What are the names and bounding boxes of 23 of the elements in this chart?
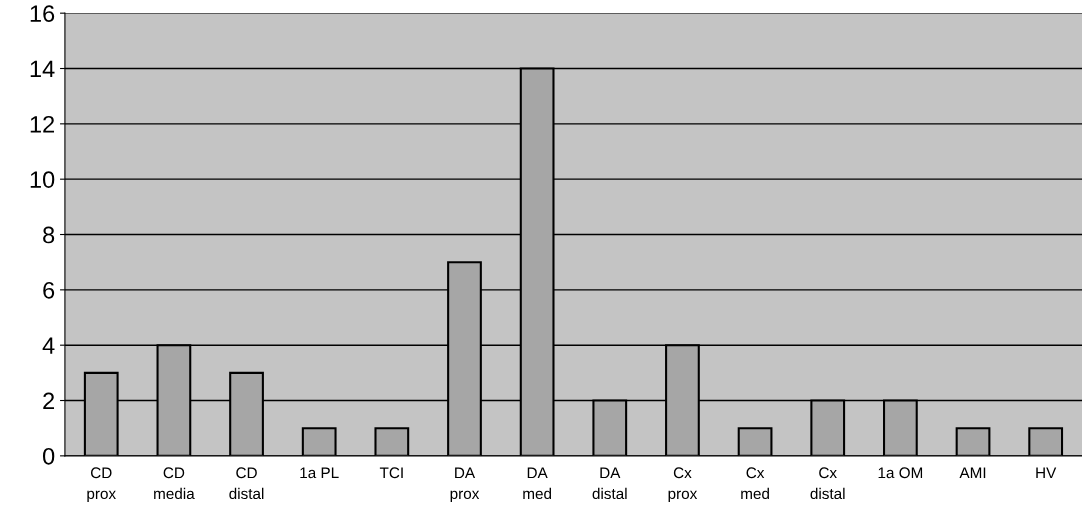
x-tick-label: 1a PL xyxy=(300,467,339,479)
x-tick-label: AMI xyxy=(959,467,986,479)
y-tick-label: 12 xyxy=(30,115,55,133)
y-tick-label: 16 xyxy=(30,5,55,22)
y-tick-label: 8 xyxy=(43,226,55,244)
y-tick-label: 10 xyxy=(30,171,55,188)
x-tick-label: CD media xyxy=(154,467,195,500)
x-tick-label: Cx med xyxy=(741,467,769,500)
x-tick-label: TCI xyxy=(379,467,403,479)
x-tick-label: 1a OM xyxy=(878,467,923,479)
y-tick-label: 14 xyxy=(30,60,55,78)
x-tick-label: DA prox xyxy=(450,467,480,503)
x-tick-label: CD prox xyxy=(87,467,116,503)
x-tick-label: DA med xyxy=(523,467,552,500)
x-tick-label: DA distal xyxy=(592,467,627,500)
x-tick-label: CD distal xyxy=(229,467,264,500)
x-tick-label: HV xyxy=(1036,467,1057,479)
y-tick-label: 2 xyxy=(43,392,55,410)
y-tick-label: 0 xyxy=(42,447,55,465)
y-tick-label: 4 xyxy=(42,337,55,354)
x-tick-label: Cx distal xyxy=(810,467,845,500)
y-tick-label: 6 xyxy=(43,281,55,299)
x-tick-label: Cx prox xyxy=(668,467,698,503)
